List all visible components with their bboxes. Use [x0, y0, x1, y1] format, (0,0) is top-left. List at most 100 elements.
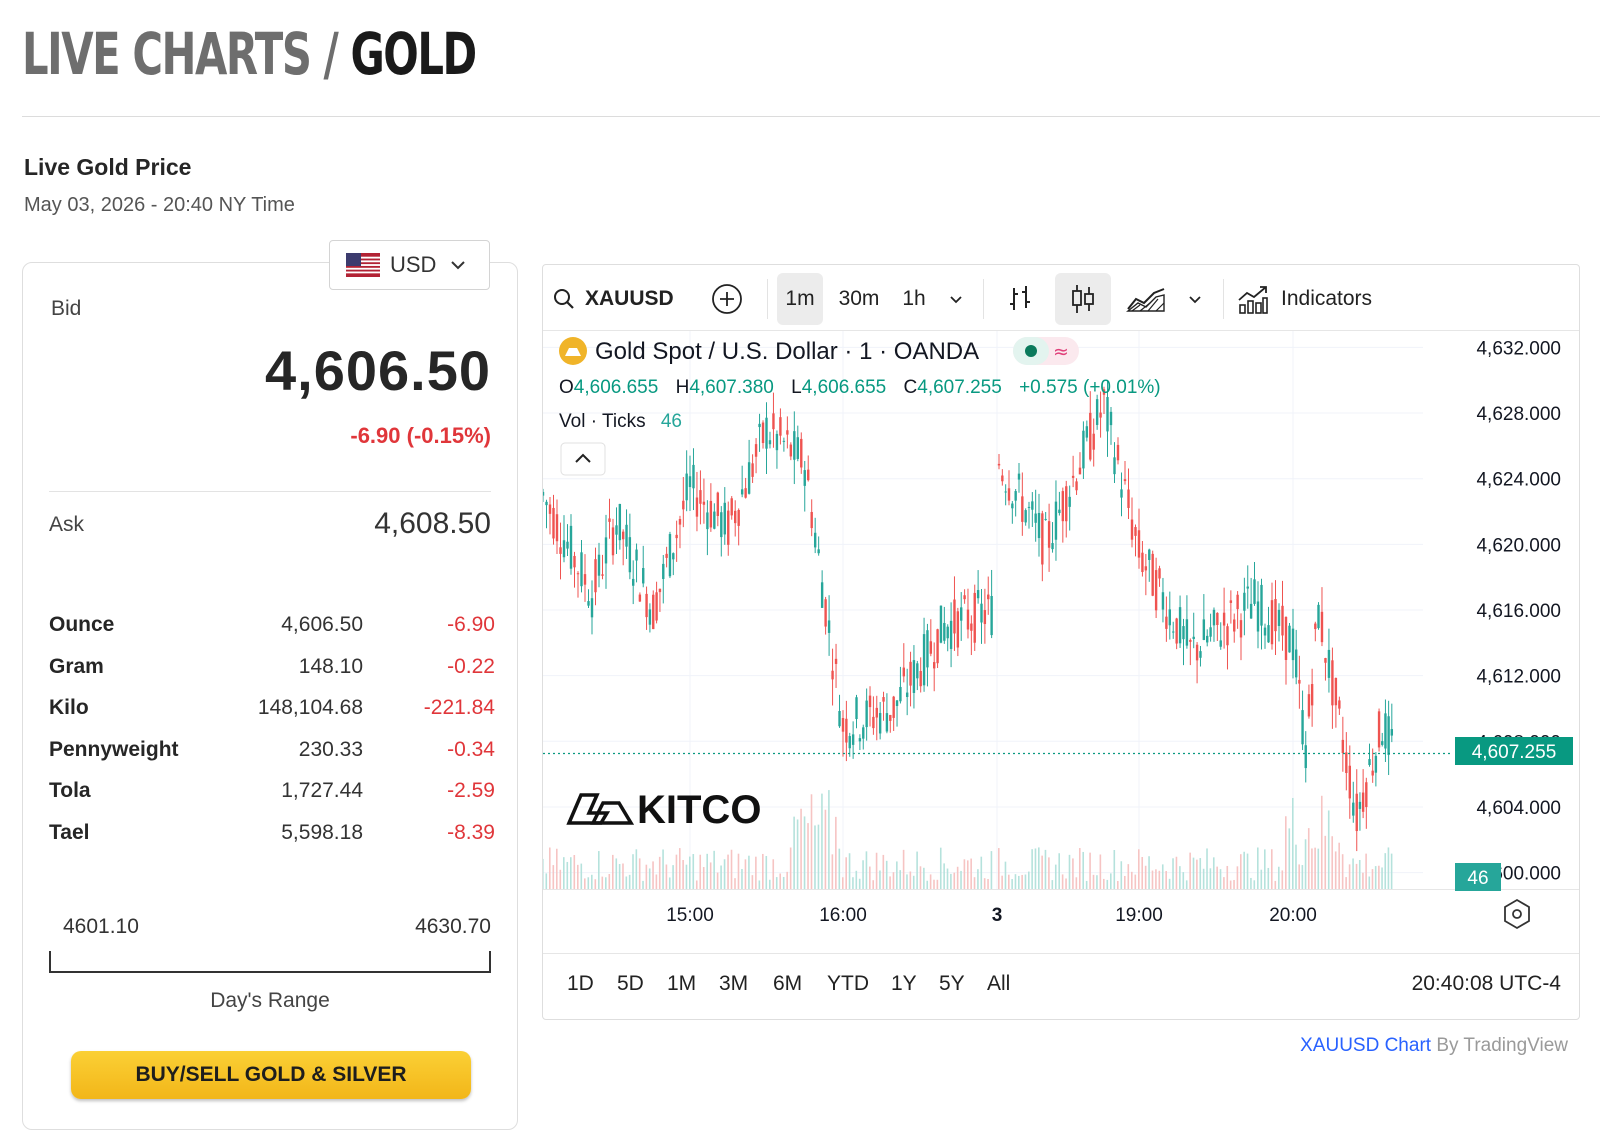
range-1y[interactable]: 1Y — [891, 972, 917, 995]
collapse-legend-button[interactable] — [560, 442, 606, 476]
volume-bar — [678, 848, 681, 889]
symbol-search[interactable]: XAUUSD — [553, 273, 693, 325]
volume-bar — [762, 853, 764, 889]
chart-settings-button[interactable] — [1504, 898, 1530, 930]
candle-body — [740, 489, 744, 495]
volume-bar — [584, 878, 586, 889]
volume-bar — [566, 861, 569, 889]
xauusd-chart-link[interactable]: XAUUSD Chart — [1300, 1035, 1432, 1056]
candle-body — [1365, 782, 1368, 808]
range-3m[interactable]: 3M — [719, 972, 749, 995]
candle-body — [1071, 475, 1075, 478]
candle-body — [1253, 579, 1256, 604]
candle-body — [1390, 729, 1394, 736]
volume-bar — [543, 858, 544, 889]
volume-bar — [577, 864, 579, 889]
volume-bar — [845, 857, 847, 889]
interval-dropdown[interactable] — [941, 273, 971, 325]
unit-name: Tael — [49, 820, 90, 844]
volume-bar — [642, 880, 644, 889]
unit-change: -0.22 — [447, 654, 495, 678]
candle-body — [1168, 609, 1171, 626]
volume-bar — [824, 809, 827, 889]
volume-bar — [966, 860, 969, 889]
range-5y[interactable]: 5Y — [939, 972, 965, 995]
candle-body — [813, 532, 817, 548]
bar-chart-type-button[interactable] — [999, 273, 1041, 325]
volume-bar — [793, 816, 795, 889]
candle-body — [1044, 518, 1047, 520]
candle-body — [730, 498, 733, 516]
buy-sell-button[interactable]: BUY/SELL GOLD & SILVER — [71, 1051, 471, 1099]
candle-body — [1341, 739, 1345, 754]
chart-clock[interactable]: 20:40:08 UTC-4 — [1411, 972, 1561, 995]
candle-body — [855, 697, 858, 720]
legend-title: Gold Spot / U.S. Dollar · 1 · OANDA — [595, 338, 979, 365]
candle-body — [803, 470, 806, 486]
volume-bar — [892, 872, 895, 889]
volume-bar — [755, 856, 757, 889]
volume-bar — [936, 879, 939, 889]
candle-body — [1144, 566, 1148, 571]
candle-body — [1243, 592, 1246, 611]
range-5d[interactable]: 5D — [617, 972, 644, 995]
symbol-input[interactable]: XAUUSD — [585, 287, 674, 310]
candle-body — [1109, 411, 1113, 426]
candle-body — [1034, 513, 1037, 523]
volume-bar — [987, 879, 989, 889]
volume-bar — [990, 851, 993, 889]
candle-body — [1054, 501, 1058, 540]
candle-body — [1239, 620, 1243, 638]
volume-bar — [775, 877, 778, 889]
volume-bar — [1226, 865, 1229, 889]
candle-body — [848, 736, 851, 749]
candles-chart-type-button[interactable] — [1055, 273, 1111, 325]
volume-bar — [855, 870, 858, 889]
candle-body — [824, 599, 827, 627]
unit-change: -0.34 — [447, 737, 495, 761]
range-all[interactable]: All — [987, 972, 1011, 995]
candle-body — [1099, 412, 1102, 418]
area-chart-type-button[interactable] — [1121, 273, 1171, 325]
candle-body — [1068, 496, 1071, 507]
unit-row-gram: Gram 148.10 -0.22 — [49, 655, 495, 697]
volume-bar — [1182, 872, 1185, 889]
candle-body — [611, 527, 615, 556]
candle-body — [638, 594, 642, 602]
range-1m[interactable]: 1M — [667, 972, 697, 995]
candle-body — [1212, 609, 1216, 626]
volume-bar — [1113, 850, 1116, 889]
interval-1h[interactable]: 1h — [902, 287, 926, 310]
candle-body — [1377, 711, 1381, 748]
range-1d[interactable]: 1D — [567, 972, 594, 995]
interval-30m[interactable]: 30m — [838, 287, 880, 310]
volume-bar — [655, 874, 658, 889]
candle-body — [604, 537, 608, 564]
volume-bar — [983, 878, 986, 889]
candle-body — [800, 438, 803, 468]
candle-body — [672, 553, 675, 560]
header-divider — [22, 116, 1600, 117]
volume-bar — [1028, 871, 1030, 889]
range-ytd[interactable]: YTD — [827, 972, 869, 995]
volume-bar — [1021, 874, 1023, 889]
interval-1m[interactable]: 1m — [777, 273, 823, 325]
ohlc-bars-icon — [1010, 286, 1030, 310]
candle-body — [1017, 473, 1021, 480]
indicators-button[interactable]: Indicators — [1237, 273, 1407, 325]
price-chart[interactable]: 4,632.000 4,628.000 4,624.000 4,620.000 4,61… — [543, 331, 1580, 953]
volume-bar — [1206, 848, 1208, 889]
currency-select[interactable]: USD — [329, 240, 490, 290]
candle-body — [635, 549, 638, 561]
ohlc-c-label: C — [904, 377, 918, 398]
candle-body — [555, 514, 559, 542]
candle-body — [543, 491, 545, 496]
candle-body — [1095, 399, 1099, 425]
compare-symbol-button[interactable] — [706, 273, 748, 325]
chart-type-dropdown[interactable] — [1181, 273, 1209, 325]
range-6m[interactable]: 6M — [773, 972, 803, 995]
price-timestamp: May 03, 2026 - 20:40 NY Time — [24, 194, 295, 216]
candle-body — [1233, 619, 1236, 632]
volume-bar — [628, 874, 631, 889]
volume-bar — [768, 879, 771, 889]
